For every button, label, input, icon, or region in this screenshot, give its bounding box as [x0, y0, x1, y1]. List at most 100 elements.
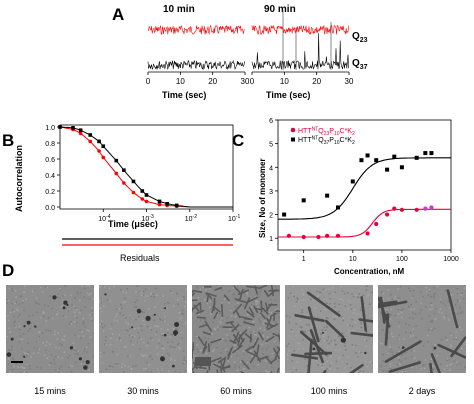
grain [433, 368, 435, 370]
grain [100, 310, 102, 313]
grain [74, 297, 76, 299]
tick-label-b-x: 10-3 [142, 214, 154, 223]
grain [149, 355, 151, 358]
grain [23, 291, 26, 294]
grain [197, 367, 200, 370]
grain [38, 303, 40, 305]
grain [449, 345, 452, 348]
grain [250, 331, 252, 333]
grain [357, 319, 360, 322]
grain [45, 320, 48, 322]
grain [430, 296, 433, 298]
grain [181, 297, 184, 300]
grain [38, 335, 40, 338]
grain [311, 325, 313, 328]
tick-label-b-x: 10-1 [228, 214, 240, 223]
grain [353, 345, 355, 348]
grain [129, 355, 132, 358]
panel-b-ylabel: Autocorrelation [14, 145, 24, 212]
grain [332, 343, 334, 346]
grain [271, 353, 274, 355]
grain [325, 329, 327, 331]
grain [51, 317, 54, 320]
grain [355, 352, 357, 354]
grain [455, 338, 458, 341]
grain [202, 286, 204, 289]
grain [351, 293, 353, 295]
grain [194, 300, 196, 302]
grain [338, 303, 340, 305]
grain [221, 289, 223, 291]
grain [397, 313, 400, 315]
legend-marker-q23 [290, 127, 296, 133]
grain [122, 314, 124, 316]
grain [266, 285, 269, 288]
legend-marker-q37 [291, 137, 295, 142]
grain [119, 337, 121, 339]
grain [11, 348, 13, 351]
grain [154, 306, 156, 308]
grain [402, 308, 404, 310]
grain [119, 339, 122, 342]
grain [434, 344, 436, 346]
grain [79, 292, 82, 294]
grain [11, 362, 13, 364]
grain [145, 354, 148, 357]
panel-a-title-2: 90 min [264, 4, 296, 15]
grain [8, 349, 11, 351]
grain [380, 365, 382, 368]
grain [146, 370, 148, 373]
grain [325, 350, 328, 353]
grain [350, 308, 353, 310]
grain [300, 326, 303, 329]
grain [56, 313, 59, 315]
grain [435, 308, 437, 310]
tick-label-c-x: 100 [396, 256, 408, 263]
grain [344, 342, 346, 344]
grain [242, 363, 245, 366]
grain [449, 307, 451, 309]
grain [344, 305, 347, 307]
point-c-q23 [365, 231, 370, 236]
particle [153, 313, 156, 316]
tick-label-a: 30 [241, 77, 250, 86]
grain [122, 371, 125, 373]
grain [358, 293, 360, 295]
grain [455, 330, 457, 333]
grain [7, 314, 9, 317]
grain [425, 306, 427, 308]
point-b-red [157, 202, 162, 207]
grain [61, 301, 64, 304]
grain [249, 346, 251, 348]
fibril [237, 289, 250, 296]
grain [61, 372, 63, 373]
grain [439, 308, 441, 310]
panel-letter-b: B [2, 131, 14, 150]
grain [403, 338, 405, 340]
grain [223, 296, 226, 298]
grain [412, 334, 414, 337]
grain [392, 354, 394, 356]
grain [74, 307, 77, 309]
grain [318, 291, 321, 293]
grain [338, 310, 340, 313]
grain [265, 348, 268, 351]
point-c-q23 [301, 234, 306, 240]
grain [103, 351, 105, 354]
grain [50, 362, 53, 364]
grain [292, 285, 294, 287]
grain [205, 319, 207, 321]
grain [23, 309, 25, 312]
fibril [239, 315, 252, 320]
grain [205, 352, 208, 355]
grain [461, 311, 464, 313]
grain [345, 349, 347, 351]
fit-curve-c-0 [278, 208, 451, 238]
grain [245, 291, 248, 293]
grain [333, 369, 336, 371]
grain [296, 361, 298, 363]
fibril [266, 317, 272, 328]
fibril [307, 338, 313, 373]
fibril [234, 298, 248, 304]
grain [91, 310, 94, 312]
